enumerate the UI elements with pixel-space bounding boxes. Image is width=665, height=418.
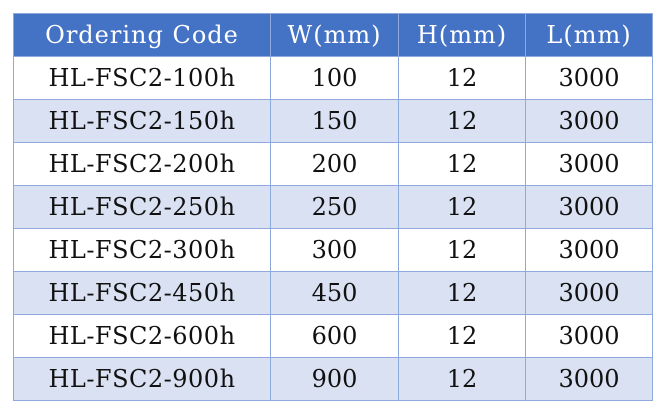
cell-length: 3000 (525, 357, 653, 401)
table-row: HL-FSC2-250h 250 12 3000 (13, 185, 653, 229)
cell-width: 300 (270, 228, 399, 272)
cell-width: 600 (270, 314, 399, 358)
cell-ordering-code: HL-FSC2-600h (13, 314, 271, 358)
cell-length: 3000 (525, 56, 653, 100)
cell-height: 12 (398, 185, 526, 229)
cell-length: 3000 (525, 228, 653, 272)
cell-ordering-code: HL-FSC2-300h (13, 228, 271, 272)
cell-width: 250 (270, 185, 399, 229)
cell-height: 12 (398, 357, 526, 401)
cell-height: 12 (398, 142, 526, 186)
cell-ordering-code: HL-FSC2-900h (13, 357, 271, 401)
table-row: HL-FSC2-300h 300 12 3000 (13, 228, 653, 272)
cell-ordering-code: HL-FSC2-150h (13, 99, 271, 143)
table-row: HL-FSC2-100h 100 12 3000 (13, 56, 653, 100)
cell-height: 12 (398, 271, 526, 315)
cell-width: 200 (270, 142, 399, 186)
cell-length: 3000 (525, 314, 653, 358)
cell-ordering-code: HL-FSC2-450h (13, 271, 271, 315)
cell-length: 3000 (525, 185, 653, 229)
cell-height: 12 (398, 99, 526, 143)
header-width: W(mm) (270, 13, 399, 57)
header-length: L(mm) (525, 13, 653, 57)
header-ordering-code: Ordering Code (13, 13, 271, 57)
cell-height: 12 (398, 314, 526, 358)
spec-table: Ordering Code W(mm) H(mm) L(mm) HL-FSC2-… (13, 13, 653, 401)
table-row: HL-FSC2-600h 600 12 3000 (13, 314, 653, 358)
cell-ordering-code: HL-FSC2-100h (13, 56, 271, 100)
table-row: HL-FSC2-200h 200 12 3000 (13, 142, 653, 186)
table-row: HL-FSC2-150h 150 12 3000 (13, 99, 653, 143)
cell-height: 12 (398, 228, 526, 272)
cell-length: 3000 (525, 142, 653, 186)
table-row: HL-FSC2-900h 900 12 3000 (13, 357, 653, 401)
cell-ordering-code: HL-FSC2-250h (13, 185, 271, 229)
cell-width: 100 (270, 56, 399, 100)
table-row: HL-FSC2-450h 450 12 3000 (13, 271, 653, 315)
header-height: H(mm) (398, 13, 526, 57)
cell-ordering-code: HL-FSC2-200h (13, 142, 271, 186)
cell-width: 150 (270, 99, 399, 143)
cell-height: 12 (398, 56, 526, 100)
cell-length: 3000 (525, 271, 653, 315)
cell-width: 900 (270, 357, 399, 401)
cell-width: 450 (270, 271, 399, 315)
table-header-row: Ordering Code W(mm) H(mm) L(mm) (13, 13, 653, 57)
cell-length: 3000 (525, 99, 653, 143)
